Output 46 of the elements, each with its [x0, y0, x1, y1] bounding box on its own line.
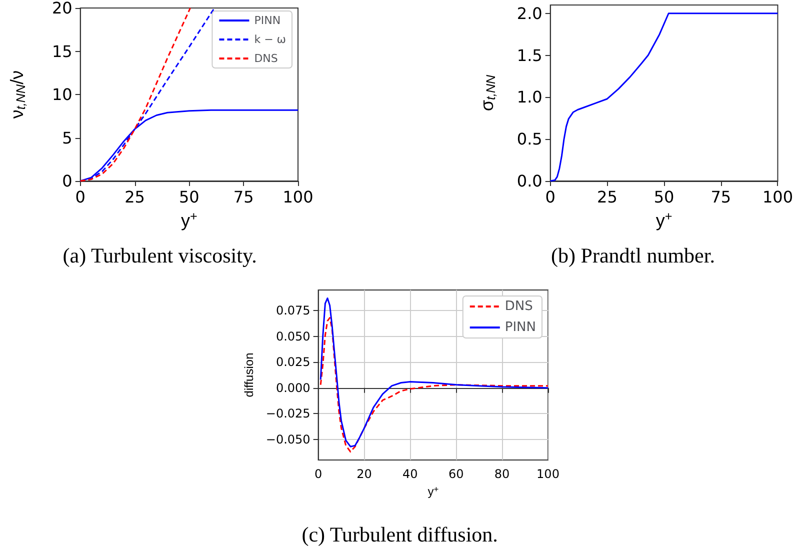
text: (b) Prandtl number. [551, 244, 715, 268]
y-tick-label: 0.5 [516, 130, 542, 149]
x-tick-label: 80 [494, 467, 510, 481]
x-axis-title: y+ [181, 209, 198, 230]
y-axis-title: σt,NN [477, 74, 498, 112]
x-tick-label: 50 [654, 188, 674, 206]
y-tick-label: −0.050 [266, 432, 310, 446]
x-tick-label: 25 [124, 188, 145, 206]
y-axis-title: diffusion [242, 352, 256, 398]
y-tick-label: 0.0 [516, 172, 542, 190]
x-tick-label: 0 [314, 467, 322, 481]
y-tick-label: 1.0 [516, 88, 542, 107]
legend-label: PINN [254, 14, 281, 27]
x-axis-title: y+ [656, 209, 672, 230]
y-tick-label: 5 [62, 128, 72, 148]
x-tick-label: 20 [356, 467, 372, 481]
text: (c) Turbulent diffusion. [302, 522, 498, 546]
y-tick-label: 20 [52, 0, 72, 18]
y-tick-label: 0.075 [276, 304, 310, 318]
x-tick-label: 100 [762, 188, 794, 206]
y-tick-label: 0.050 [276, 329, 310, 344]
x-tick-label: 100 [282, 188, 314, 206]
x-axis-title: y+ [428, 484, 439, 499]
x-tick-label: 75 [710, 188, 732, 206]
y-tick-label: 15 [52, 42, 72, 61]
y-tick-label: −0.025 [266, 406, 310, 421]
y-tick-label: 0.025 [276, 355, 310, 370]
y-tick-label: 2.0 [516, 4, 542, 23]
x-tick-label: 0 [545, 188, 556, 206]
legend-label: k − ω [254, 33, 286, 46]
x-tick-label: 0 [75, 188, 86, 206]
x-tick-label: 75 [233, 188, 254, 206]
x-tick-label: 40 [402, 467, 418, 481]
x-tick-label: 25 [597, 188, 618, 206]
x-tick-label: 60 [448, 467, 464, 481]
y-tick-label: 0.000 [276, 380, 310, 395]
text: (a) Turbulent viscosity. [62, 244, 257, 268]
x-tick-label: 100 [536, 467, 560, 481]
y-axis-title: νt,NN/ν [7, 70, 28, 119]
legend-label: DNS [504, 299, 533, 314]
x-tick-label: 50 [178, 188, 200, 206]
legend-label: PINN [504, 320, 536, 335]
y-tick-label: 10 [52, 85, 72, 104]
y-tick-label: 0 [62, 172, 72, 190]
y-tick-label: 1.5 [516, 46, 542, 65]
legend-label: DNS [254, 52, 278, 65]
